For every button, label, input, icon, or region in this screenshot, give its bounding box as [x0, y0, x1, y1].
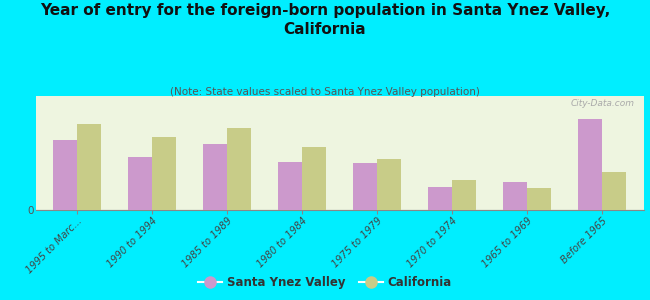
Bar [377, 159, 401, 210]
Bar [227, 128, 251, 210]
Text: (Note: State values scaled to Santa Ynez Valley population): (Note: State values scaled to Santa Ynez… [170, 87, 480, 97]
Legend: Santa Ynez Valley, California: Santa Ynez Valley, California [194, 272, 456, 294]
Bar [428, 187, 452, 210]
Bar [203, 144, 227, 210]
Bar [152, 136, 176, 210]
Bar [527, 188, 551, 210]
Bar [128, 157, 152, 210]
Bar [77, 124, 101, 210]
Bar [503, 182, 527, 210]
Bar [452, 180, 476, 210]
Bar [302, 147, 326, 210]
Bar [578, 119, 603, 210]
Bar [278, 162, 302, 210]
Bar [353, 163, 377, 210]
Text: City-Data.com: City-Data.com [571, 99, 634, 108]
Bar [53, 140, 77, 210]
Bar [603, 172, 626, 210]
Text: Year of entry for the foreign-born population in Santa Ynez Valley,
California: Year of entry for the foreign-born popul… [40, 3, 610, 37]
